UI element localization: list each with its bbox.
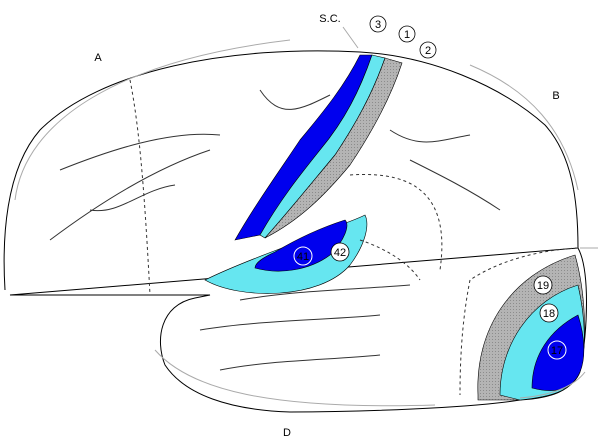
brain-diagram: S.C. A B D 3 1 2 41 42 19 18 17 [0,0,599,439]
area-number: 18 [543,308,555,320]
area-1-strip [260,55,385,238]
area-number: 17 [551,345,563,357]
area-number: 2 [425,45,431,57]
area-number: 1 [404,29,410,41]
region-label: B [552,90,559,102]
arrow-a [15,40,290,200]
arrow-b [470,65,578,190]
brain-shapes [4,16,598,412]
area-number: 42 [334,247,346,259]
area-number: 3 [375,19,381,31]
area-number: 19 [537,280,549,292]
region-label: A [94,52,102,64]
area-number: 41 [297,251,309,263]
region-label: D [283,427,291,439]
sulcus-label: S.C. [319,13,340,25]
arrow-d [155,350,435,406]
